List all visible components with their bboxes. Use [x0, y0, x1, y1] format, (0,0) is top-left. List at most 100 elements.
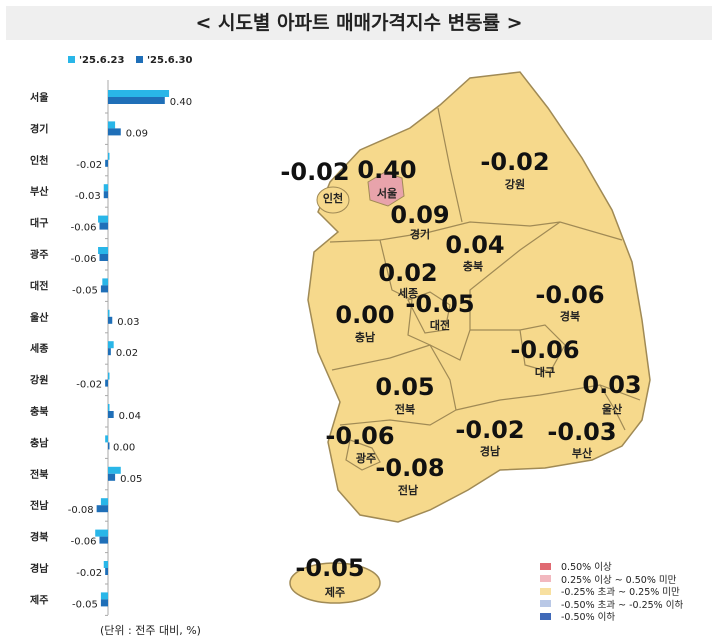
bar — [108, 466, 121, 474]
region-name: 세종 — [398, 286, 418, 300]
category-label: 대구 — [30, 217, 48, 230]
data-label: 0.04 — [119, 411, 141, 422]
region-border — [599, 384, 626, 431]
data-label: 0.09 — [126, 128, 148, 139]
region-value: -0.02 — [455, 416, 524, 444]
region-value: 0.04 — [445, 231, 504, 259]
region-name: 부산 — [572, 446, 592, 460]
data-label: -0.02 — [76, 568, 102, 579]
data-label: -0.05 — [72, 599, 98, 610]
category-label: 제주 — [30, 593, 48, 606]
bar — [102, 278, 108, 286]
region-name: 서울 — [377, 186, 397, 200]
bar — [108, 473, 116, 481]
region-border — [331, 344, 457, 426]
bar — [103, 561, 108, 568]
bar — [99, 222, 108, 230]
category-label: 경북 — [30, 531, 48, 544]
bar — [108, 90, 170, 97]
category-label: 세종 — [30, 342, 48, 355]
data-label: -0.06 — [71, 254, 97, 265]
legend-item: -0.25% 초과 ~ 0.25% 미만 — [540, 585, 683, 598]
region-value: -0.05 — [295, 554, 364, 582]
bar — [108, 97, 165, 104]
bar — [96, 505, 108, 513]
legend-label: '25.6.23 — [79, 55, 124, 66]
region-value: 0.02 — [378, 259, 437, 287]
region-name: 경남 — [480, 444, 500, 458]
region-name: 인천 — [323, 191, 343, 205]
region-name: 경기 — [410, 227, 430, 241]
data-label: 0.40 — [170, 97, 192, 108]
region-name: 강원 — [505, 177, 525, 191]
legend-swatch — [68, 56, 75, 63]
data-label: -0.05 — [72, 285, 98, 296]
bar — [105, 379, 108, 387]
region-value: 0.09 — [390, 201, 449, 229]
category-label: 경남 — [30, 562, 49, 575]
region-value: -0.08 — [375, 454, 444, 482]
bar — [98, 215, 108, 223]
category-label: 전남 — [30, 499, 49, 512]
region-name: 광주 — [356, 452, 376, 465]
region-name: 제주 — [325, 585, 345, 599]
region-name: 대전 — [430, 318, 450, 332]
region-value: -0.05 — [405, 290, 474, 318]
bar — [99, 536, 108, 544]
region-name: 전남 — [398, 483, 418, 497]
seoul-region — [367, 171, 405, 207]
region-border — [345, 439, 381, 471]
region-value: 0.03 — [582, 371, 641, 399]
legend-item: -0.50% 초과 ~ -0.25% 이하 — [540, 598, 683, 611]
data-label: -0.02 — [76, 160, 102, 171]
bar — [103, 184, 108, 192]
legend-item: -0.50% 이하 — [540, 610, 683, 623]
legend-item: 0.50% 이상 — [540, 560, 683, 573]
category-label: 경기 — [30, 122, 48, 135]
region-value: -0.06 — [510, 336, 579, 364]
region-border — [519, 324, 566, 373]
legend-swatch — [540, 600, 551, 608]
data-label: -0.08 — [68, 505, 94, 516]
legend-swatch — [540, 587, 551, 595]
region-border — [407, 291, 451, 334]
legend-swatch — [540, 562, 551, 570]
data-label: -0.06 — [71, 537, 97, 548]
bar — [108, 442, 110, 450]
bar — [99, 254, 108, 261]
bar — [105, 435, 108, 443]
data-label: -0.03 — [75, 191, 101, 202]
bar — [108, 372, 110, 380]
incheon-region — [316, 186, 350, 214]
region-value: -0.06 — [535, 281, 604, 309]
data-label: 0.00 — [113, 442, 135, 453]
region-border — [379, 221, 561, 361]
region-border — [437, 107, 463, 223]
region-value: -0.02 — [280, 158, 349, 186]
region-value: -0.02 — [480, 148, 549, 176]
page-title: < 시도별 아파트 매매가격지수 변동률 > — [6, 6, 712, 40]
bar — [100, 599, 108, 607]
bar — [108, 128, 121, 136]
bar — [95, 529, 108, 537]
category-label: 울산 — [30, 311, 49, 324]
category-label: 인천 — [30, 154, 48, 167]
bar — [100, 498, 108, 506]
region-value: -0.06 — [325, 422, 394, 450]
region-border — [455, 384, 641, 411]
bar — [103, 191, 108, 199]
category-label: 서울 — [30, 91, 48, 104]
region-name: 전북 — [395, 402, 415, 416]
jeju-island — [289, 562, 381, 604]
category-label: 충북 — [30, 405, 48, 418]
legend-item: 0.25% 이상 ~ 0.50% 미만 — [540, 573, 683, 586]
map-legend: 0.50% 이상 0.25% 이상 ~ 0.50% 미만 -0.25% 초과 ~… — [540, 560, 683, 623]
data-label: -0.02 — [76, 380, 102, 391]
bar — [108, 316, 113, 324]
region-name: 경북 — [560, 309, 580, 323]
data-label: -0.06 — [71, 223, 97, 234]
data-label: 0.05 — [120, 474, 142, 485]
category-label: 부산 — [30, 185, 49, 198]
